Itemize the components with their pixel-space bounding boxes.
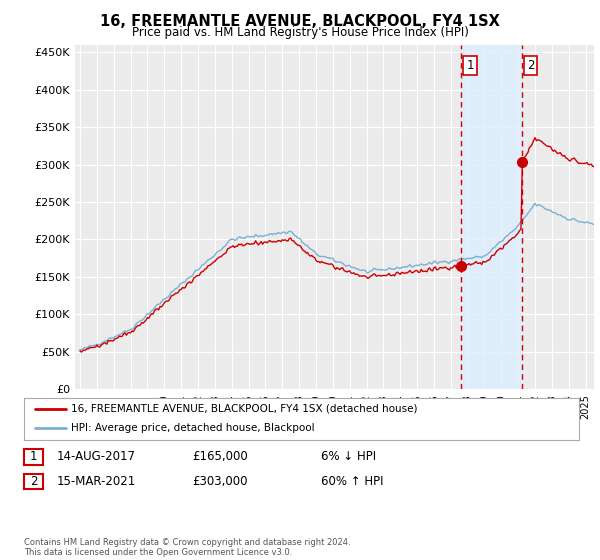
Text: HPI: Average price, detached house, Blackpool: HPI: Average price, detached house, Blac…	[71, 423, 315, 433]
Text: 2: 2	[30, 475, 37, 488]
Text: 16, FREEMANTLE AVENUE, BLACKPOOL, FY4 1SX (detached house): 16, FREEMANTLE AVENUE, BLACKPOOL, FY4 1S…	[71, 404, 418, 414]
Bar	[461, 45, 521, 389]
Text: Contains HM Land Registry data © Crown copyright and database right 2024.
This d: Contains HM Land Registry data © Crown c…	[24, 538, 350, 557]
Text: 16, FREEMANTLE AVENUE, BLACKPOOL, FY4 1SX: 16, FREEMANTLE AVENUE, BLACKPOOL, FY4 1S…	[100, 14, 500, 29]
Text: £303,000: £303,000	[192, 475, 248, 488]
Text: 2: 2	[527, 59, 534, 72]
Text: 15-MAR-2021: 15-MAR-2021	[57, 475, 136, 488]
Text: 14-AUG-2017: 14-AUG-2017	[57, 450, 136, 464]
Text: 60% ↑ HPI: 60% ↑ HPI	[321, 475, 383, 488]
Text: 1: 1	[30, 450, 37, 464]
Text: Price paid vs. HM Land Registry's House Price Index (HPI): Price paid vs. HM Land Registry's House …	[131, 26, 469, 39]
Text: 6% ↓ HPI: 6% ↓ HPI	[321, 450, 376, 464]
Text: £165,000: £165,000	[192, 450, 248, 464]
Text: 1: 1	[466, 59, 474, 72]
